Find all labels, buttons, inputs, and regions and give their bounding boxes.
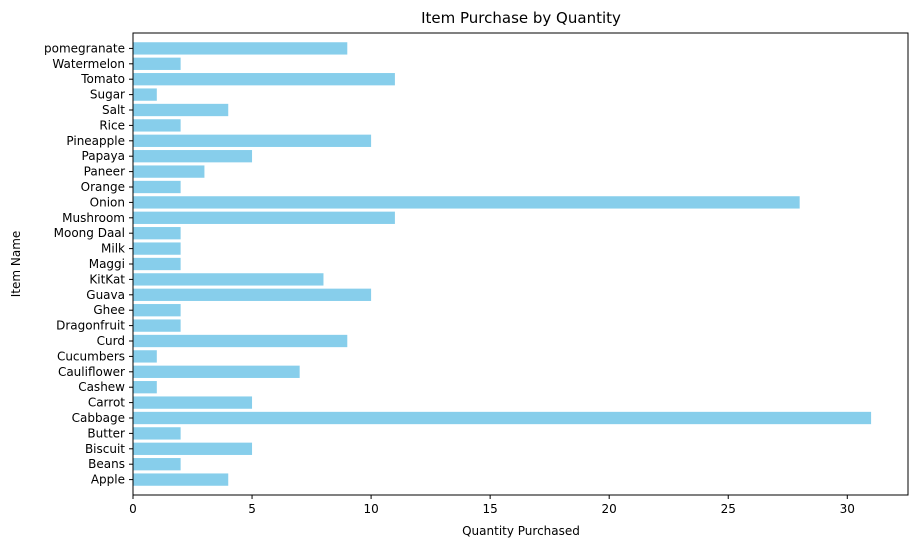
- bar-rice: [133, 119, 181, 132]
- y-tick-label: Watermelon: [52, 57, 125, 71]
- bar-ghee: [133, 304, 181, 317]
- bar-cashew: [133, 381, 157, 394]
- bar-sugar: [133, 88, 157, 101]
- y-tick-label: Apple: [91, 473, 125, 487]
- x-tick-label: 15: [483, 502, 498, 516]
- y-tick-label: Ghee: [93, 303, 125, 317]
- x-tick-label: 25: [721, 502, 736, 516]
- bar-mushroom: [133, 211, 395, 224]
- y-axis-label: Item Name: [9, 231, 23, 298]
- y-tick-label: Salt: [102, 103, 125, 117]
- bar-guava: [133, 288, 372, 301]
- plot-frame: [132, 32, 909, 496]
- y-tick-label: Biscuit: [85, 442, 125, 456]
- y-tick-label: Milk: [101, 242, 125, 256]
- bar-pomegranate: [133, 42, 348, 55]
- bar-maggi: [133, 257, 181, 271]
- bar-cucumbers: [133, 350, 157, 363]
- bar-apple: [133, 473, 229, 486]
- y-tick-label: KitKat: [89, 272, 125, 286]
- bar-dragonfruit: [133, 319, 181, 332]
- y-tick-label: Sugar: [90, 88, 125, 102]
- y-tick-label: Cabbage: [72, 411, 125, 425]
- bar-tomato: [133, 73, 395, 86]
- x-tick-label: 0: [129, 502, 137, 516]
- y-tick-label: Carrot: [88, 396, 125, 410]
- y-tick-label: Maggi: [89, 257, 125, 271]
- y-tick-label: Onion: [90, 195, 125, 209]
- y-tick-label: Orange: [81, 180, 125, 194]
- y-tick-label: Tomato: [80, 72, 125, 86]
- bar-biscuit: [133, 442, 253, 455]
- bar-moong-daal: [133, 227, 181, 240]
- bar-butter: [133, 427, 181, 440]
- bar-onion: [133, 196, 800, 209]
- y-tick-label: Papaya: [82, 149, 125, 163]
- bar-orange: [133, 180, 181, 194]
- y-tick-label: Dragonfruit: [56, 319, 125, 333]
- bar-kitkat: [133, 273, 324, 286]
- y-tick-label: Paneer: [84, 165, 125, 179]
- bar-pineapple: [133, 134, 372, 147]
- y-tick-label: Cucumbers: [57, 349, 125, 363]
- y-tick-label: Cashew: [78, 380, 125, 394]
- bar-milk: [133, 242, 181, 255]
- bar-cabbage: [133, 411, 872, 425]
- bar-papaya: [133, 150, 253, 163]
- y-tick-label: Cauliflower: [58, 365, 125, 379]
- y-tick-label: Curd: [97, 334, 125, 348]
- x-axis-ticks: 0 5 10 15 20 25 30: [129, 495, 855, 516]
- bar-carrot: [133, 396, 253, 409]
- x-tick-label: 5: [248, 502, 256, 516]
- bar-salt: [133, 103, 229, 117]
- y-tick-label: Moong Daal: [54, 226, 125, 240]
- y-tick-label: Mushroom: [62, 211, 125, 225]
- y-tick-label: pomegranate: [44, 41, 125, 55]
- bar-paneer: [133, 165, 205, 178]
- y-tick-label: Beans: [88, 457, 125, 471]
- y-tick-label: Butter: [87, 426, 125, 440]
- x-tick-label: 10: [363, 502, 378, 516]
- bar-curd: [133, 334, 348, 348]
- x-tick-label: 20: [602, 502, 617, 516]
- chart-title: Item Purchase by Quantity: [421, 9, 621, 27]
- x-axis-label: Quantity Purchased: [462, 524, 580, 538]
- bar-watermelon: [133, 57, 181, 70]
- x-tick-label: 30: [840, 502, 855, 516]
- bar-cauliflower: [133, 365, 300, 378]
- y-tick-label: Rice: [99, 118, 125, 132]
- bar-beans: [133, 458, 181, 471]
- y-tick-label: Guava: [86, 288, 125, 302]
- bars-group: [133, 42, 872, 486]
- y-tick-label: Pineapple: [66, 134, 125, 148]
